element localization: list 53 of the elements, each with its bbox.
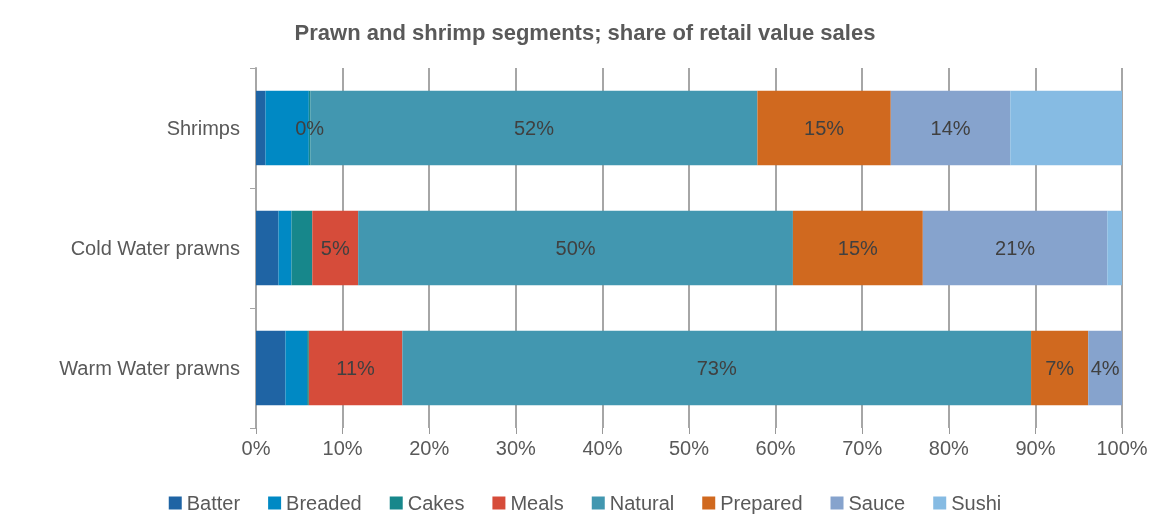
bar xyxy=(1031,330,1089,406)
x-tick-label: 20% xyxy=(409,437,450,459)
data-label: 15% xyxy=(804,117,845,139)
bar xyxy=(312,210,359,286)
x-tick-label: 100% xyxy=(1096,437,1148,459)
legend-label: Cakes xyxy=(407,492,465,514)
x-tick-label: 90% xyxy=(1015,437,1056,459)
bar xyxy=(358,210,793,286)
data-label: 15% xyxy=(837,237,879,259)
x-tick-label: 0% xyxy=(241,437,271,459)
bar xyxy=(256,330,286,406)
bar xyxy=(291,210,313,286)
bar xyxy=(1010,90,1122,166)
data-label: 14% xyxy=(930,117,971,139)
bar xyxy=(256,210,279,286)
y-tick-label: Warm Water prawns xyxy=(59,357,240,379)
legend-label: Batter xyxy=(186,492,241,514)
legend-label: Meals xyxy=(510,492,564,514)
bar xyxy=(1088,330,1122,406)
legend-label: Prepared xyxy=(720,492,803,514)
y-tick-label: Cold Water prawns xyxy=(70,237,240,259)
bar xyxy=(256,90,266,166)
x-tick-label: 30% xyxy=(495,437,537,459)
data-label: 7% xyxy=(1045,357,1075,379)
bar xyxy=(922,210,1108,286)
bar xyxy=(285,330,308,406)
bar xyxy=(1107,210,1122,286)
data-label: 52% xyxy=(513,117,555,139)
x-tick-label: 80% xyxy=(928,437,970,459)
data-label: 73% xyxy=(696,357,737,379)
legend-label: Breaded xyxy=(286,492,362,514)
bar xyxy=(757,90,891,166)
data-label: 11% xyxy=(336,357,376,379)
x-tick-label: 70% xyxy=(842,437,883,459)
bar xyxy=(308,330,403,406)
x-tick-label: 40% xyxy=(582,437,623,459)
bar xyxy=(890,90,1011,166)
legend-label: Natural xyxy=(609,492,675,514)
y-tick-label: Shrimps xyxy=(166,117,240,139)
bar xyxy=(792,210,923,286)
chart-title: Prawn and shrimp segments; share of retail value sales xyxy=(294,19,876,45)
bar xyxy=(402,330,1032,406)
x-tick-label: 50% xyxy=(668,437,710,459)
x-tick-label: 10% xyxy=(322,437,363,459)
x-tick-label: 60% xyxy=(755,437,796,459)
legend-label: Sauce xyxy=(848,492,906,514)
data-label: 21% xyxy=(995,237,1036,259)
data-label: 50% xyxy=(555,237,596,259)
data-label: 4% xyxy=(1090,357,1120,379)
legend-label: Sushi xyxy=(951,492,1002,514)
data-label: 0% xyxy=(295,117,325,139)
data-label: 5% xyxy=(320,237,350,259)
bar xyxy=(278,210,292,286)
